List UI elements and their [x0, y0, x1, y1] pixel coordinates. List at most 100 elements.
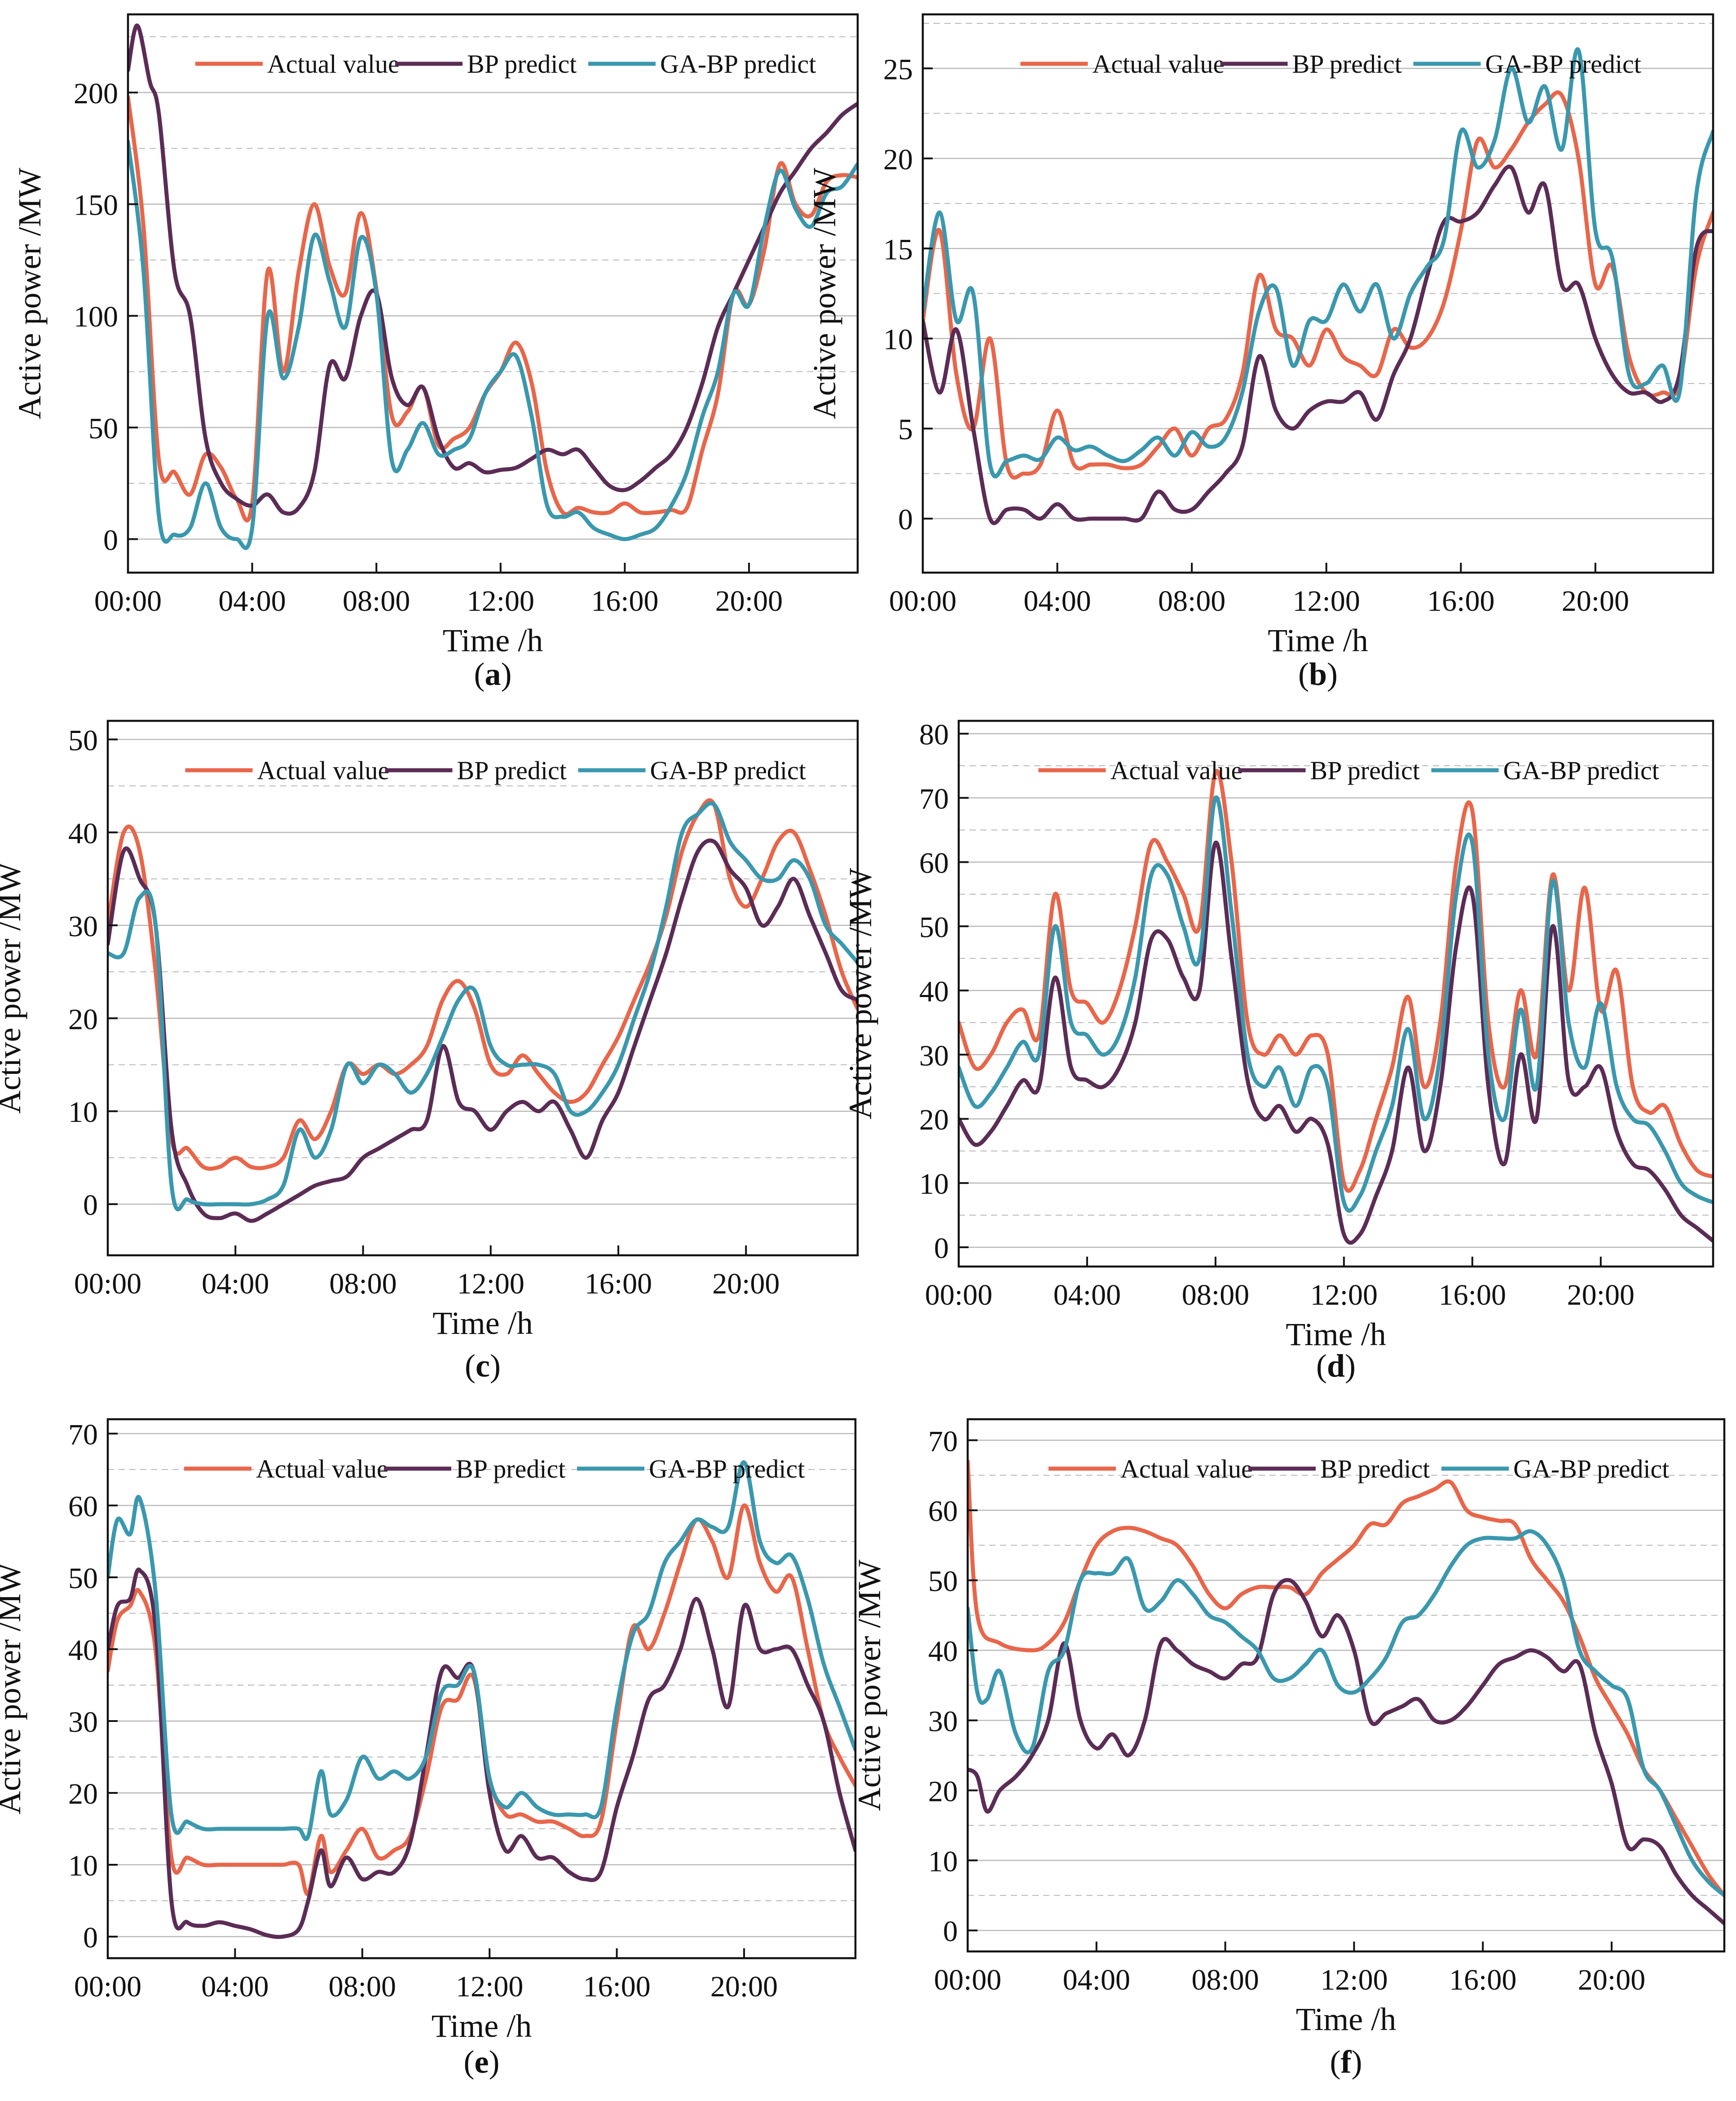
y-tick-label: 40 — [919, 975, 949, 1008]
series-line-bp-predict — [968, 1578, 1724, 1926]
y-tick-label: 20 — [68, 1778, 98, 1810]
y-tick-label: 10 — [68, 1849, 98, 1882]
y-tick-label: 100 — [74, 300, 118, 333]
x-tick-label: 04:00 — [1063, 1964, 1130, 1996]
y-tick-label: 40 — [68, 1634, 98, 1667]
x-tick-label: 12:00 — [457, 1267, 524, 1300]
y-tick-label: 60 — [928, 1495, 958, 1528]
x-tick-label: 20:00 — [1562, 585, 1629, 618]
x-tick-label: 08:00 — [1158, 585, 1225, 618]
y-tick-label: 30 — [68, 910, 98, 943]
x-tick-label: 00:00 — [74, 1970, 141, 2003]
x-tick-label: 12:00 — [456, 1970, 523, 2003]
x-axis-label: Time /h — [1268, 622, 1368, 658]
y-tick-label: 0 — [934, 1232, 949, 1265]
legend: Actual value BP predict GA-BP predict — [1020, 49, 1641, 79]
x-tick-label: 04:00 — [202, 1267, 269, 1300]
x-tick-label: 20:00 — [1567, 1279, 1635, 1311]
y-tick-label: 50 — [68, 724, 98, 757]
legend-label: BP predict — [456, 1454, 565, 1483]
y-tick-label: 50 — [919, 911, 949, 944]
gridlines — [968, 1439, 1724, 1931]
panel-caption: (a) — [474, 656, 512, 692]
y-tick-label: 10 — [883, 323, 913, 356]
x-tick-label: 20:00 — [715, 585, 783, 618]
legend-label: Actual value — [267, 49, 400, 79]
x-tick-label: 16:00 — [583, 1970, 650, 2003]
series-line-actual-value — [108, 1503, 855, 1896]
legend-label: GA-BP predict — [649, 1454, 805, 1483]
y-tick-label: 10 — [928, 1845, 958, 1878]
x-tick-label: 04:00 — [1023, 585, 1091, 618]
gridlines — [923, 23, 1713, 519]
x-tick-label: 00:00 — [94, 585, 162, 618]
x-axis-label: Time /h — [1286, 1316, 1386, 1352]
legend-label: Actual value — [256, 1454, 388, 1483]
y-tick-label: 5 — [898, 413, 913, 446]
x-axis-label: Time /h — [443, 622, 543, 658]
x-tick-label: 04:00 — [1053, 1279, 1121, 1311]
legend: Actual value BP predict GA-BP predict — [1038, 756, 1659, 785]
legend: Actual value BP predict GA-BP predict — [195, 49, 816, 79]
chart-panel-b: 0 5 10 15 20 25 00:00 04:00 08:00 12:00 16:00 20:00… — [806, 13, 1714, 692]
y-tick-label: 30 — [68, 1706, 98, 1739]
legend-label: BP predict — [467, 49, 577, 79]
series-group — [108, 1460, 855, 1939]
panel-caption: (d) — [1316, 1348, 1356, 1384]
x-tick-label: 08:00 — [1182, 1279, 1249, 1311]
x-tick-label: 00:00 — [934, 1964, 1001, 1996]
legend-label: Actual value — [1110, 756, 1243, 785]
series-line-actual-value — [968, 1459, 1724, 1898]
panel-caption: (b) — [1298, 656, 1338, 692]
x-tick-label: 16:00 — [1449, 1964, 1516, 1996]
chart-panel-d: 0 10 20 30 40 50 60 70 80 00:00 04:00 08:00 12:00 16:… — [842, 719, 1714, 1384]
panel-caption: (e) — [464, 2044, 500, 2080]
x-tick-label: 12:00 — [467, 585, 534, 618]
y-tick-label: 0 — [83, 1189, 98, 1222]
series-line-ga-bp-predict — [128, 139, 858, 550]
x-tick-label: 20:00 — [712, 1267, 780, 1300]
plot-frame — [127, 13, 859, 574]
plot-frame — [106, 1418, 857, 1960]
series-line-ga-bp-predict — [959, 795, 1713, 1213]
y-tick-label: 60 — [919, 847, 949, 879]
y-axis-label: Active power /MW — [0, 862, 27, 1114]
series-line-ga-bp-predict — [923, 47, 1713, 479]
x-axis-label: Time /h — [432, 2008, 532, 2044]
x-tick-label: 08:00 — [329, 1970, 396, 2003]
legend-label: GA-BP predict — [1513, 1454, 1669, 1483]
y-axis-label: Active power /MW — [842, 868, 878, 1120]
series-group — [959, 769, 1713, 1245]
chart-panel-e: 0 10 20 30 40 50 60 70 00:00 04:00 08:00 12:00 16:00… — [0, 1418, 857, 2080]
panel-caption: (f) — [1330, 2044, 1362, 2080]
y-tick-label: 0 — [898, 503, 913, 536]
series-line-bp-predict — [923, 164, 1713, 525]
y-axis-label: Active power /MW — [12, 168, 48, 419]
legend-label: Actual value — [1120, 1454, 1253, 1483]
y-tick-label: 60 — [68, 1490, 98, 1523]
series-line-actual-value — [128, 95, 858, 523]
series-group — [128, 23, 858, 550]
series-group — [968, 1459, 1724, 1926]
x-tick-label: 08:00 — [329, 1267, 397, 1300]
x-tick-label: 00:00 — [74, 1267, 141, 1300]
series-line-ga-bp-predict — [108, 801, 858, 1212]
y-tick-label: 10 — [919, 1168, 949, 1201]
series-line-bp-predict — [108, 838, 858, 1223]
x-tick-label: 16:00 — [585, 1267, 652, 1300]
y-tick-label: 10 — [68, 1096, 98, 1129]
y-tick-label: 50 — [928, 1565, 958, 1598]
y-tick-label: 20 — [68, 1003, 98, 1036]
y-tick-label: 70 — [928, 1425, 958, 1458]
plot-frame — [106, 719, 859, 1257]
panel-caption: (c) — [465, 1348, 501, 1384]
series-group — [923, 47, 1713, 525]
y-tick-label: 70 — [68, 1418, 98, 1451]
legend: Actual value BP predict GA-BP predict — [185, 756, 806, 785]
legend-label: BP predict — [1292, 49, 1402, 79]
legend-label: Actual value — [1093, 49, 1225, 79]
legend-label: BP predict — [457, 756, 567, 785]
chart-panel-a: 0 50 100 150 200 00:00 04:00 08:00 12:00 16:00 20:… — [12, 13, 859, 692]
series-group — [108, 798, 858, 1223]
y-axis-label: Active power /MW — [806, 168, 842, 419]
